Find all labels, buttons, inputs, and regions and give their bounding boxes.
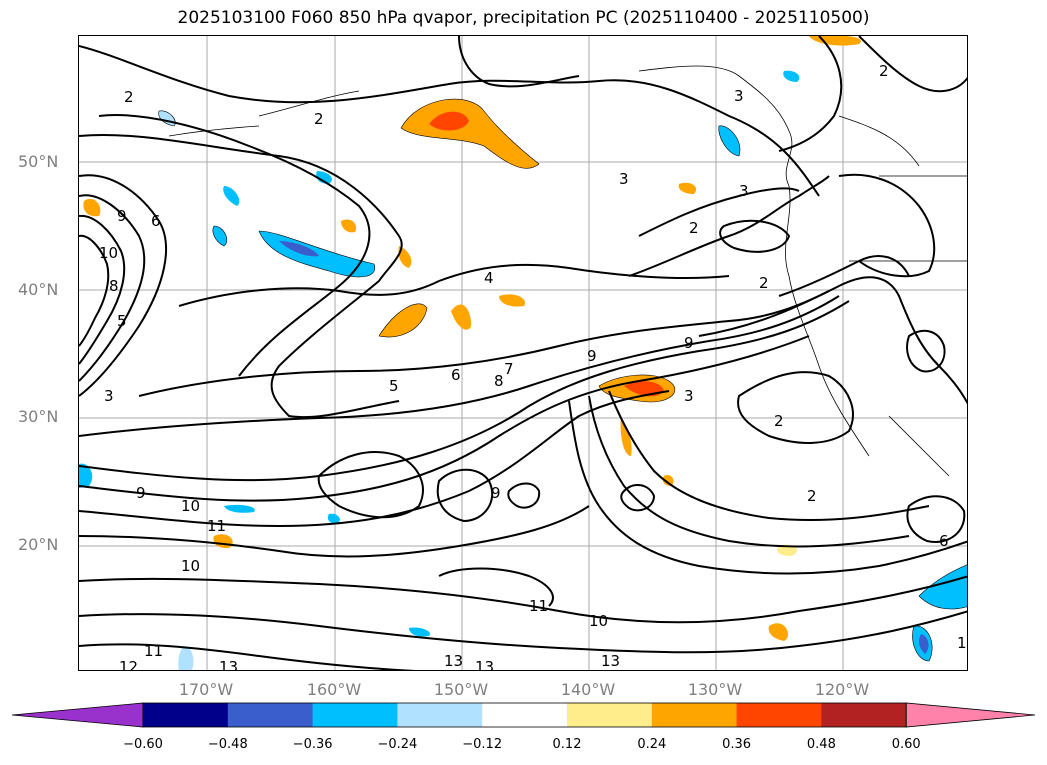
colorbar-segment (736, 703, 822, 727)
contour-label: 5 (117, 312, 127, 330)
lon-label: 140°W (560, 680, 616, 699)
contour-label: 11 (144, 642, 163, 660)
contour-label: 9 (587, 347, 597, 365)
contour-label: 2 (879, 62, 889, 80)
colorbar-extend-min (11, 702, 144, 728)
contour-label: 6 (151, 212, 161, 230)
contour-label: 3 (734, 87, 744, 105)
contour-label: 13 (475, 658, 494, 671)
lon-label: 160°W (306, 680, 362, 699)
colorbar-border (142, 702, 907, 728)
lon-label: 170°W (178, 680, 234, 699)
colorbar (0, 700, 1047, 730)
contour-label: 10 (99, 244, 118, 262)
lon-label: 150°W (433, 680, 489, 699)
colorbar-tick-label: −0.48 (207, 737, 248, 752)
contour-label: 1 (957, 634, 967, 652)
contour-label: 3 (104, 387, 114, 405)
colorbar-segment (651, 703, 738, 727)
colorbar-segment (397, 703, 483, 727)
contour-label: 3 (619, 170, 629, 188)
contour-label: 4 (484, 269, 494, 287)
contour-label: 2 (774, 412, 784, 430)
colorbar-tick-label: 0.60 (891, 737, 921, 752)
contour-label: 9 (136, 484, 146, 502)
contour-label: 6 (451, 366, 461, 384)
lat-label: 30°N (18, 407, 59, 426)
contour-labels: 2 2 2 2 2 2 2 3 3 3 3 3 4 5 5 6 6 7 8 8 … (99, 62, 967, 671)
contour-label: 9 (491, 484, 501, 502)
contour-label: 8 (494, 372, 504, 390)
contour-label: 10 (589, 612, 608, 630)
contour-label: 13 (444, 652, 463, 670)
contour-label: 10 (181, 557, 200, 575)
precip-positive-shading (83, 36, 861, 641)
colorbar-tick-label: 0.12 (552, 737, 582, 752)
contour-label: 3 (684, 387, 694, 405)
contour-label: 5 (389, 377, 399, 395)
lat-label: 50°N (18, 152, 59, 171)
contour-label: 2 (689, 219, 699, 237)
lon-label: 120°W (814, 680, 870, 699)
lat-label: 20°N (18, 535, 59, 554)
lat-label: 40°N (18, 280, 59, 299)
colorbar-tick-label: 0.24 (637, 737, 667, 752)
map-canvas: 2 2 2 2 2 2 2 3 3 3 3 3 4 5 5 6 6 7 8 8 … (79, 36, 967, 671)
colorbar-svg (11, 702, 1036, 728)
coastlines (168, 65, 967, 477)
precip-negative-shading (79, 70, 967, 670)
colorbar-segment (482, 703, 568, 727)
contour-label: 11 (529, 597, 548, 615)
contour-label: 2 (124, 88, 134, 106)
colorbar-segment (143, 703, 229, 727)
colorbar-segment (567, 703, 653, 727)
colorbar-tick-label: −0.36 (292, 737, 333, 752)
contour-label: 9 (117, 207, 127, 225)
colorbar-tick-label: 0.48 (806, 737, 836, 752)
contour-label: 12 (119, 658, 138, 671)
contour-label: 2 (759, 274, 769, 292)
contour-label: 2 (807, 487, 817, 505)
contour-label: 3 (739, 182, 749, 200)
colorbar-tick-label: −0.12 (462, 737, 503, 752)
map-title: 2025103100 F060 850 hPa qvapor, precipit… (177, 8, 870, 28)
contour-label: 8 (109, 277, 119, 295)
contour-label: 13 (219, 658, 238, 671)
map-frame: 2 2 2 2 2 2 2 3 3 3 3 3 4 5 5 6 6 7 8 8 … (78, 35, 968, 671)
lon-label: 130°W (687, 680, 743, 699)
contour-label: 11 (207, 517, 226, 535)
colorbar-segment (312, 703, 398, 727)
colorbar-extend-max (905, 702, 1036, 728)
colorbar-tick-label: −0.24 (377, 737, 418, 752)
contour-label: 9 (684, 334, 694, 352)
contour-label: 2 (314, 110, 324, 128)
colorbar-tick-label: 0.36 (722, 737, 752, 752)
colorbar-segment (227, 703, 314, 727)
colorbar-tick-label: −0.60 (123, 737, 163, 752)
colorbar-segment (821, 703, 907, 727)
qvapor-contours (79, 36, 967, 670)
contour-label: 10 (181, 497, 200, 515)
contour-label: 13 (601, 652, 620, 670)
contour-label: 7 (504, 360, 514, 378)
contour-label: 6 (939, 532, 949, 550)
